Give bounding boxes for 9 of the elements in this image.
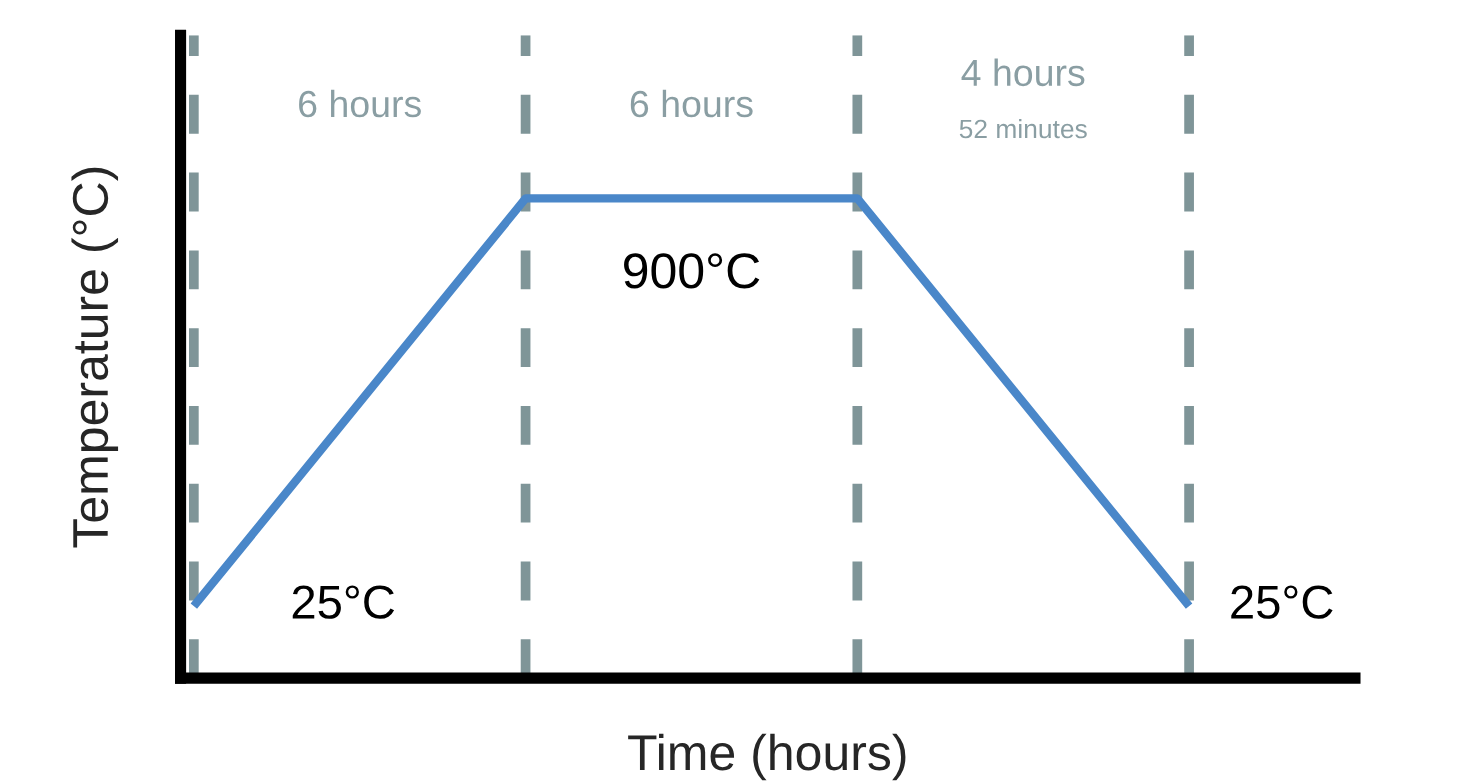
- annotation: 25°C: [292, 585, 395, 619]
- annotation: 25°C: [1231, 585, 1333, 619]
- annotation: 900°C: [624, 253, 760, 289]
- x-axis-title: Time (hours): [628, 733, 906, 781]
- y-axis-title: Temperature (°C): [71, 167, 119, 548]
- text: 52 minutes: [959, 118, 1087, 139]
- text: 4 hours: [961, 58, 1085, 87]
- text: 6 hours: [630, 89, 753, 118]
- text: 6 hours: [299, 89, 421, 118]
